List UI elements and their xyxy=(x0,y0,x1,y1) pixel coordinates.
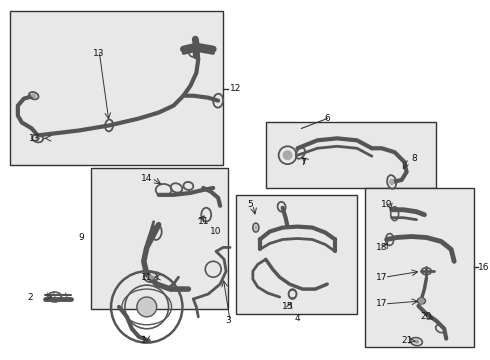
Text: 8: 8 xyxy=(412,154,417,163)
Ellipse shape xyxy=(31,94,37,98)
Text: 3: 3 xyxy=(225,316,231,325)
Text: 19: 19 xyxy=(381,200,392,209)
Text: 1: 1 xyxy=(141,336,147,345)
Text: 9: 9 xyxy=(78,233,84,242)
Text: 21: 21 xyxy=(401,336,412,345)
Text: 10: 10 xyxy=(210,227,221,236)
Bar xyxy=(266,122,436,188)
Text: 16: 16 xyxy=(478,263,490,272)
Text: 7: 7 xyxy=(300,158,306,167)
Bar xyxy=(10,12,223,165)
Bar xyxy=(365,188,474,347)
Text: 17: 17 xyxy=(376,300,388,309)
Text: 13: 13 xyxy=(29,134,41,143)
Circle shape xyxy=(283,150,293,160)
Ellipse shape xyxy=(254,225,257,230)
Text: 11: 11 xyxy=(141,273,152,282)
Text: 13: 13 xyxy=(94,49,105,58)
Ellipse shape xyxy=(147,275,154,280)
Bar xyxy=(236,195,357,314)
Text: 15: 15 xyxy=(282,302,294,311)
Text: 11: 11 xyxy=(198,217,210,226)
Text: 17: 17 xyxy=(376,273,388,282)
Ellipse shape xyxy=(389,179,394,185)
Ellipse shape xyxy=(35,136,40,140)
Text: 12: 12 xyxy=(230,84,242,93)
Circle shape xyxy=(137,297,157,317)
Text: 2: 2 xyxy=(27,293,32,302)
Text: 6: 6 xyxy=(324,114,330,123)
Bar xyxy=(91,168,228,309)
Ellipse shape xyxy=(414,339,419,344)
Text: 20: 20 xyxy=(421,312,432,321)
Circle shape xyxy=(418,298,424,304)
Text: 5: 5 xyxy=(247,200,253,209)
Text: 18: 18 xyxy=(376,243,388,252)
Text: 4: 4 xyxy=(294,314,300,323)
Text: 14: 14 xyxy=(141,174,152,183)
